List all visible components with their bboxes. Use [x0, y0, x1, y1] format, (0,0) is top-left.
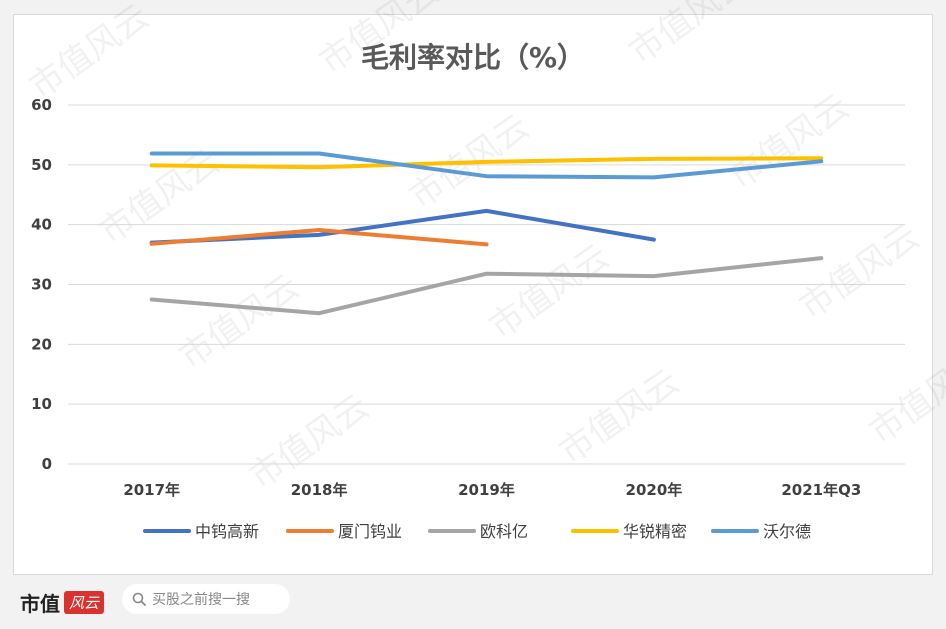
search-placeholder: 买股之前搜一搜	[152, 592, 250, 608]
brand-logo[interactable]: 市值 风云	[20, 588, 105, 617]
series-line	[149, 151, 824, 180]
grid	[68, 104, 905, 465]
y-tick-label: 20	[31, 335, 52, 353]
watermark-text: 市值风云	[172, 267, 306, 378]
watermark-text: 市值风云	[92, 142, 226, 253]
watermark-text: 市值风云	[552, 362, 686, 473]
series-lines	[149, 151, 824, 316]
search-box[interactable]: 买股之前搜一搜	[122, 584, 290, 614]
watermark-text: 市值风云	[622, 0, 756, 72]
legend-label: 厦门钨业	[338, 522, 402, 541]
x-tick-label: 2017年	[123, 481, 180, 499]
watermark-text: 市值风云	[722, 87, 856, 198]
watermark-text: 市值风云	[22, 0, 156, 107]
watermark-text: 市值风云	[862, 342, 946, 453]
x-tick-label: 2019年	[458, 481, 515, 499]
legend: 中钨高新 厦门钨业 欧科亿 华锐精密 沃尔德	[143, 522, 811, 541]
brand-name: 市值	[20, 592, 60, 616]
series-line	[149, 228, 489, 247]
watermark-text: 市值风云	[792, 217, 926, 328]
y-tick-label: 10	[31, 395, 52, 413]
y-axis: 0 10 20 30 40 50 60	[31, 96, 52, 473]
x-tick-label: 2018年	[291, 481, 348, 499]
y-tick-label: 0	[42, 455, 52, 473]
y-tick-label: 50	[31, 156, 52, 174]
legend-label: 华锐精密	[623, 522, 687, 541]
chart-card	[13, 14, 933, 575]
y-tick-label: 60	[31, 96, 52, 114]
x-tick-label: 2021年Q3	[781, 481, 861, 499]
search-icon	[132, 592, 146, 606]
series-line	[149, 256, 824, 316]
x-axis: 2017年 2018年 2019年 2020年 2021年Q3	[123, 481, 861, 499]
legend-label: 中钨高新	[195, 522, 259, 541]
x-tick-label: 2020年	[626, 481, 683, 499]
legend-label: 欧科亿	[480, 522, 528, 541]
chart-title: 毛利率对比（%）	[361, 41, 585, 74]
brand-badge: 风云	[64, 591, 105, 614]
watermark-text: 市值风云	[482, 237, 616, 348]
legend-label: 沃尔德	[763, 522, 811, 541]
y-tick-label: 40	[31, 216, 52, 234]
y-tick-label: 30	[31, 276, 52, 294]
series-line	[149, 156, 824, 170]
footer: 市值 风云 买股之前搜一搜	[0, 575, 946, 629]
